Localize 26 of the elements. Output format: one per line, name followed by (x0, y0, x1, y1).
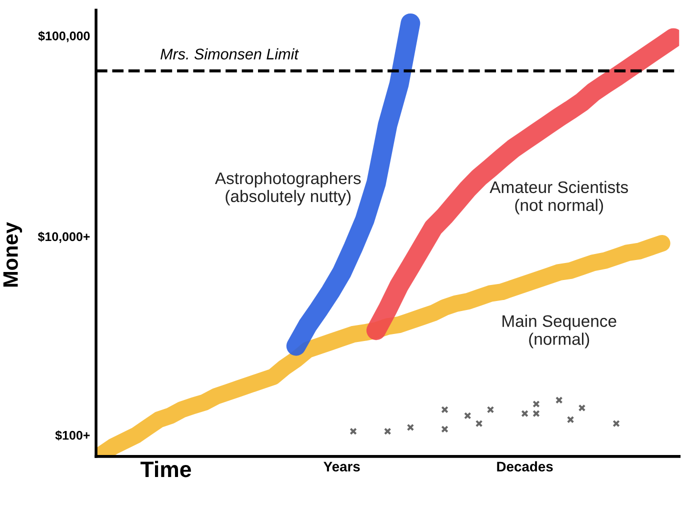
point (475, 420, 483, 428)
x-tick-label: Decades (497, 461, 553, 472)
point (441, 406, 448, 414)
point (566, 416, 574, 424)
text: $100,000 (38, 30, 90, 42)
point (486, 406, 494, 414)
y-axis-title: Money (3, 222, 22, 287)
series-label: Amateur Scientists (not normal) (490, 180, 628, 214)
text: $10,000+ (38, 232, 90, 243)
x-tick-label: Years (324, 462, 360, 472)
series-label: Astrophotographers (absolutely nutty) (214, 172, 361, 206)
series-label: Main Sequence (normal) (502, 314, 616, 348)
point (350, 428, 357, 435)
point (441, 426, 448, 433)
point (384, 428, 392, 435)
point (521, 410, 528, 418)
point (464, 412, 472, 420)
point (555, 396, 563, 404)
x-axis-title: Time (140, 460, 191, 478)
point (578, 404, 586, 412)
text: $100+ (55, 430, 90, 441)
point (406, 424, 414, 432)
ref-line-label: Mrs. Simonsen Limit (160, 48, 299, 60)
point (532, 410, 540, 418)
point (532, 400, 540, 408)
point (612, 420, 620, 428)
